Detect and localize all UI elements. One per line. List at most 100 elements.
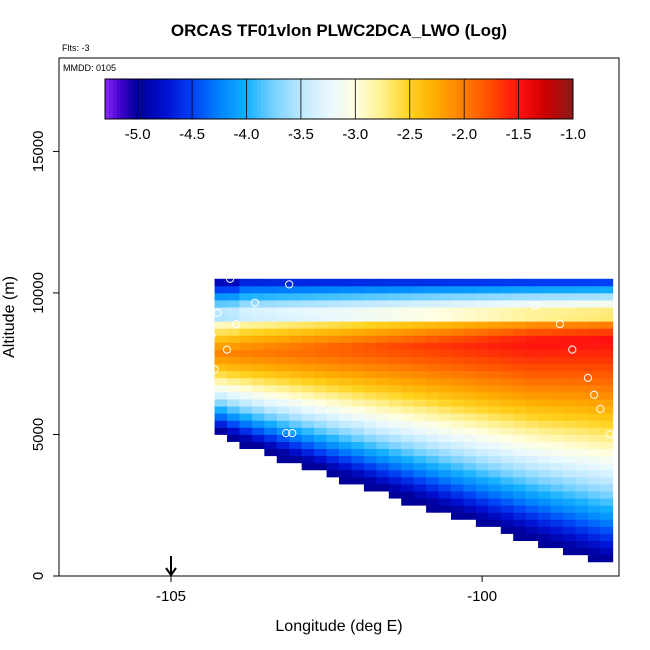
heatmap-cell: [351, 377, 365, 386]
heatmap-cell: [550, 491, 564, 499]
colorbar-swatch: [292, 79, 297, 119]
heatmap-cell: [525, 448, 539, 457]
colorbar-swatch: [245, 79, 250, 119]
heatmap-cell: [475, 384, 489, 393]
heatmap-cell: [351, 307, 365, 315]
heatmap-cell: [600, 441, 614, 450]
heatmap-cell: [538, 462, 551, 471]
heatmap-cell: [351, 455, 365, 464]
heatmap-cell: [513, 328, 527, 336]
data-point: [624, 487, 633, 496]
heatmap-cell: [289, 363, 303, 372]
heatmap-cell: [388, 434, 402, 442]
heatmap-cell: [451, 455, 464, 464]
heatmap-cell: [339, 335, 352, 343]
heatmap-cell: [513, 349, 527, 358]
heatmap-cell: [314, 314, 327, 322]
heatmap-cell: [451, 484, 464, 492]
y-tick-label: 15000: [30, 131, 47, 173]
heatmap-cell: [600, 335, 614, 343]
heatmap-cell: [513, 512, 527, 520]
heatmap-cell: [363, 335, 377, 343]
heatmap-cell: [376, 370, 390, 379]
heatmap-cell: [451, 427, 464, 435]
heatmap-cell: [575, 335, 589, 343]
heatmap-cell: [426, 462, 439, 471]
data-point: [555, 320, 565, 329]
heatmap-cell: [227, 328, 240, 336]
heatmap-cell: [314, 328, 327, 336]
plot-frame: [58, 57, 620, 577]
heatmap-cell: [426, 285, 439, 294]
heatmap-cell: [475, 363, 489, 372]
heatmap-cell: [538, 356, 551, 365]
colorbar-swatch: [342, 79, 348, 119]
colorbar-swatch: [284, 79, 289, 119]
heatmap-cell: [463, 278, 477, 287]
heatmap-cell: [575, 363, 589, 372]
colorbar-swatch: [155, 79, 161, 119]
heatmap-cell: [513, 455, 527, 464]
heatmap-cell: [401, 292, 415, 301]
heatmap-cell: [426, 377, 439, 386]
heatmap-cell: [376, 413, 390, 421]
heatmap-cell: [326, 406, 340, 414]
heatmap-cell: [289, 300, 303, 308]
heatmap-cell: [451, 491, 464, 499]
heatmap-cell: [587, 441, 601, 450]
heatmap-cell: [575, 540, 589, 549]
heatmap-cell: [451, 505, 464, 513]
heatmap-cell: [538, 484, 551, 492]
heatmap-cell: [538, 370, 551, 379]
heatmap-cell: [513, 356, 527, 365]
heatmap-cell: [276, 413, 290, 421]
heatmap-cell: [289, 448, 303, 457]
heatmap-cell: [587, 399, 601, 407]
heatmap-cell: [388, 420, 402, 428]
heatmap-cell: [438, 427, 452, 435]
heatmap-cell: [587, 484, 601, 492]
heatmap-cell: [513, 427, 527, 435]
colorbar-tick-label: -4.5: [179, 126, 205, 143]
heatmap-cell: [600, 526, 614, 534]
heatmap-cell: [251, 363, 265, 372]
heatmap-cell: [314, 342, 327, 350]
heatmap-cell: [438, 469, 452, 478]
heatmap-cell: [475, 469, 489, 478]
heatmap-cell: [314, 300, 327, 308]
heatmap-cell: [227, 342, 240, 350]
heatmap-cell: [438, 342, 452, 350]
heatmap-cell: [326, 314, 340, 322]
heatmap-cell: [463, 307, 477, 315]
heatmap-cell: [463, 342, 477, 350]
heatmap-cell: [339, 448, 352, 457]
heatmap-cell: [600, 392, 614, 400]
heatmap-cell: [339, 469, 352, 478]
heatmap-cell: [488, 441, 502, 450]
heatmap-cell: [451, 406, 464, 414]
heatmap-cell: [475, 498, 489, 506]
heatmap-cell: [463, 512, 477, 520]
heatmap-cell: [488, 491, 502, 499]
heatmap-cell: [251, 285, 265, 294]
heatmap-cell: [363, 328, 377, 336]
heatmap-cell: [426, 300, 439, 308]
heatmap-cell: [264, 406, 278, 414]
heatmap-cell: [513, 406, 527, 414]
heatmap-cell: [500, 328, 514, 336]
heatmap-cell: [388, 392, 402, 400]
heatmap-cell: [550, 427, 564, 435]
heatmap-cell: [301, 300, 315, 308]
heatmap-cell: [500, 384, 514, 393]
heatmap-cell: [339, 292, 352, 301]
heatmap-cell: [426, 349, 439, 358]
colorbar-swatch: [167, 79, 172, 119]
heatmap-cell: [426, 406, 439, 414]
heatmap-cell: [463, 328, 477, 336]
heatmap-cell: [500, 392, 514, 400]
date-label: MMDD: 0105: [63, 63, 116, 73]
heatmap-cell: [538, 540, 551, 549]
heatmap-cell: [525, 342, 539, 350]
heatmap-cell: [538, 434, 551, 442]
heatmap-cell: [326, 370, 340, 379]
